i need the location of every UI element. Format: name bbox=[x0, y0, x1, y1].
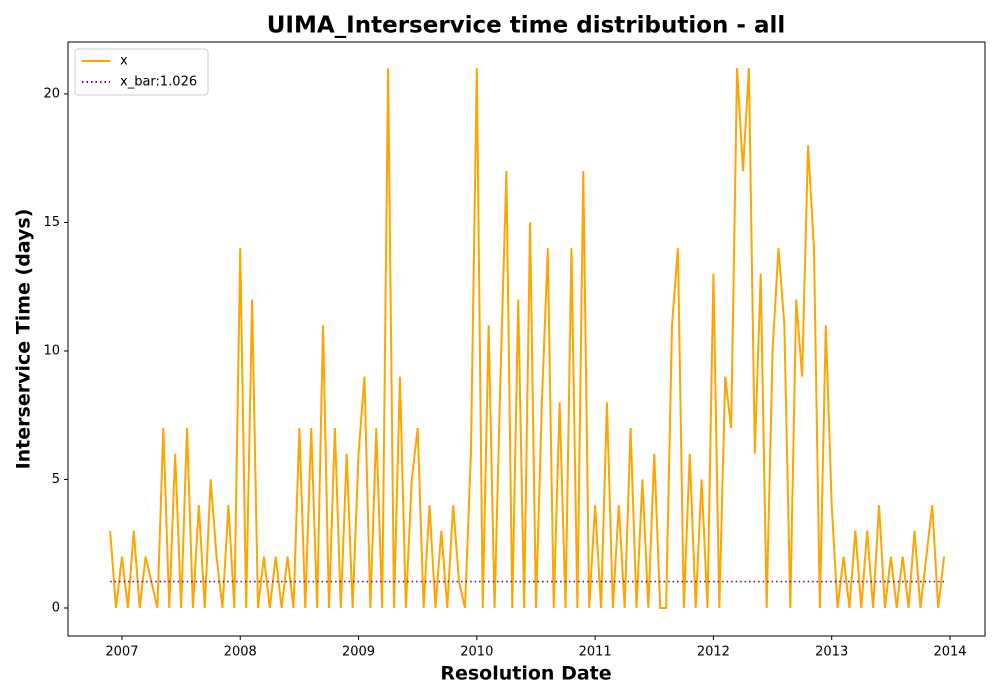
data-line bbox=[109, 68, 946, 609]
x-tick-label: 2008 bbox=[224, 645, 257, 660]
x-tick-label: 2010 bbox=[460, 645, 493, 660]
x-tick-label: 2012 bbox=[697, 645, 730, 660]
chart-title: UIMA_Interservice time distribution - al… bbox=[267, 13, 786, 39]
x-tick-label: 2014 bbox=[933, 645, 966, 660]
y-tick-label: 0 bbox=[52, 600, 60, 615]
legend-label: x bbox=[120, 54, 128, 69]
y-tick-label: 10 bbox=[43, 343, 60, 358]
y-axis-label: Interservice Time (days) bbox=[13, 209, 35, 470]
y-tick-label: 20 bbox=[43, 86, 60, 101]
x-tick-label: 2007 bbox=[105, 645, 138, 660]
x-tick-label: 2013 bbox=[815, 645, 848, 660]
plot-frame bbox=[67, 41, 986, 637]
legend-label: x_bar:1.026 bbox=[120, 75, 197, 90]
x-tick-label: 2009 bbox=[342, 645, 375, 660]
x-tick-label: 2011 bbox=[579, 645, 612, 660]
y-tick-label: 5 bbox=[52, 472, 60, 487]
y-tick-label: 15 bbox=[43, 215, 60, 230]
x-axis-label: Resolution Date bbox=[440, 663, 611, 685]
